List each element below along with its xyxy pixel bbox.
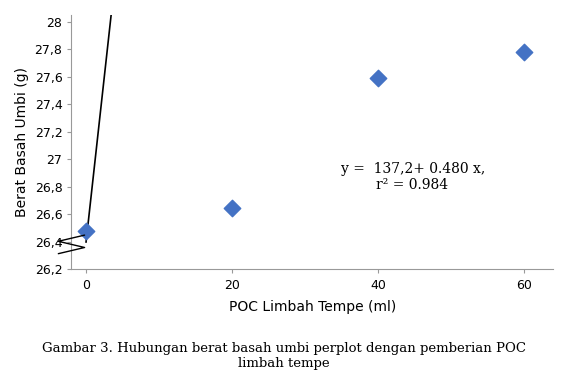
Point [227, 204, 236, 211]
Point [519, 49, 528, 55]
Y-axis label: Berat Basah Umbi (g): Berat Basah Umbi (g) [15, 67, 29, 217]
Text: y =  137,2+ 0.480 x,
        r² = 0.984: y = 137,2+ 0.480 x, r² = 0.984 [341, 162, 486, 192]
Point [81, 228, 90, 234]
Point [373, 75, 382, 81]
X-axis label: POC Limbah Tempe (ml): POC Limbah Tempe (ml) [228, 300, 396, 314]
Text: Gambar 3. Hubungan berat basah umbi perplot dengan pemberian POC
limbah tempe: Gambar 3. Hubungan berat basah umbi perp… [42, 342, 526, 370]
